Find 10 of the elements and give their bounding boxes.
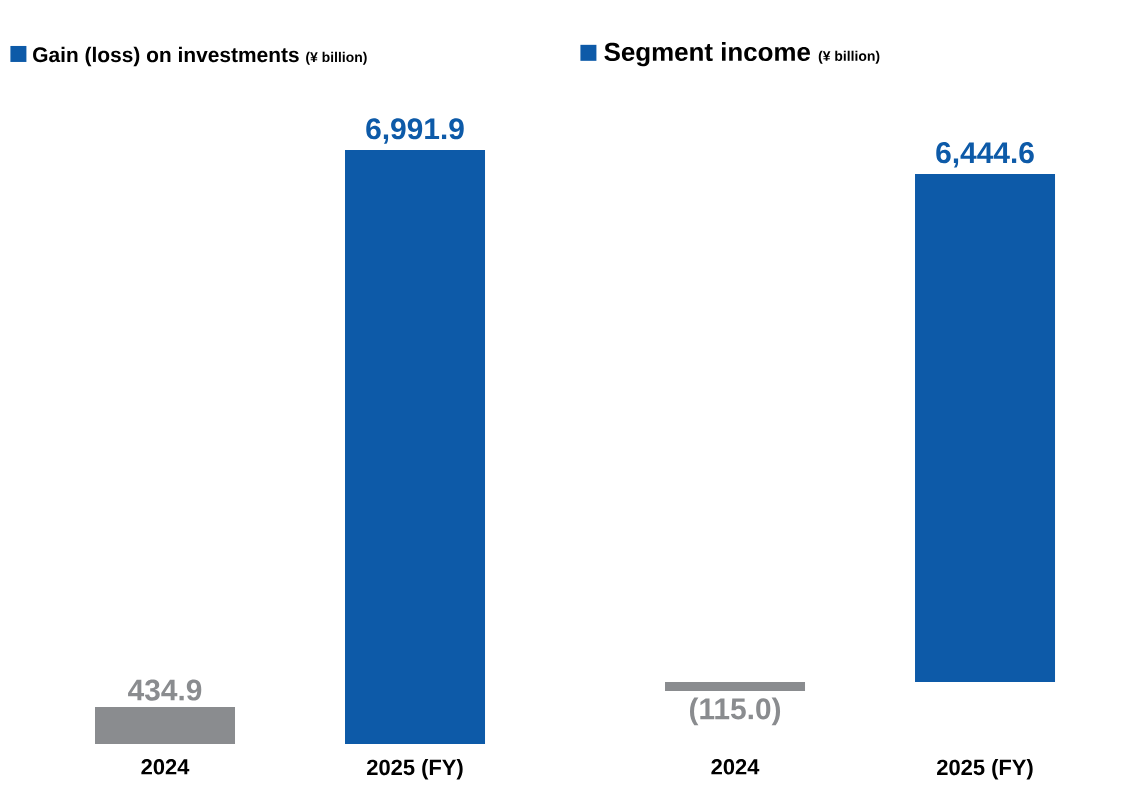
x-tick-label: 2025 (FY) [937,759,1033,780]
chart-title: Segment income [604,42,810,67]
data-label: (115.0) [689,697,781,726]
data-label: 434.9 [128,679,202,701]
data-label: 6,444.6 [936,142,1034,168]
chart-title: Gain (loss) on investments [33,46,299,67]
x-tick-label: 2024 [141,759,190,775]
x-tick-label: 2024 [711,759,760,775]
x-tick-label: 2025 (FY) [367,759,463,780]
data-label: 6,991.9 [366,118,464,144]
